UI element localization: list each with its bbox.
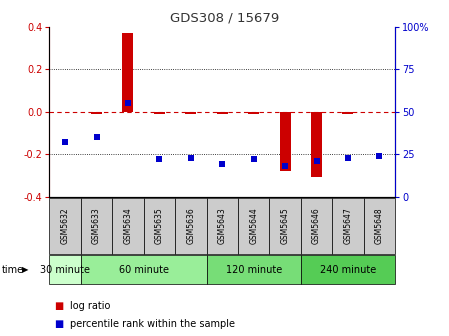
- Text: GSM5635: GSM5635: [155, 208, 164, 244]
- Bar: [175, 198, 207, 254]
- Bar: [154, 112, 165, 114]
- Text: percentile rank within the sample: percentile rank within the sample: [70, 319, 234, 329]
- Bar: [311, 112, 322, 177]
- Bar: [207, 255, 301, 284]
- Text: 120 minute: 120 minute: [225, 265, 282, 275]
- Bar: [185, 112, 196, 114]
- Bar: [301, 255, 395, 284]
- Text: time: time: [2, 265, 24, 275]
- Bar: [364, 198, 395, 254]
- Text: GSM5643: GSM5643: [218, 208, 227, 244]
- Bar: [248, 112, 259, 114]
- Text: GSM5648: GSM5648: [375, 208, 384, 244]
- Text: ▶: ▶: [22, 265, 28, 274]
- Bar: [269, 198, 301, 254]
- Text: GSM5633: GSM5633: [92, 208, 101, 244]
- Text: log ratio: log ratio: [70, 301, 110, 311]
- Text: ■: ■: [54, 319, 63, 329]
- Bar: [81, 255, 207, 284]
- Text: 60 minute: 60 minute: [119, 265, 169, 275]
- Bar: [144, 198, 175, 254]
- Bar: [301, 198, 332, 254]
- Text: GDS308 / 15679: GDS308 / 15679: [170, 12, 279, 25]
- Bar: [217, 112, 228, 114]
- Text: GSM5647: GSM5647: [343, 208, 352, 244]
- Text: GSM5645: GSM5645: [281, 208, 290, 244]
- Bar: [238, 198, 269, 254]
- Text: 30 minute: 30 minute: [40, 265, 90, 275]
- Text: GSM5644: GSM5644: [249, 208, 258, 244]
- Text: GSM5632: GSM5632: [61, 208, 70, 244]
- Bar: [112, 198, 144, 254]
- Bar: [91, 112, 102, 114]
- Bar: [207, 198, 238, 254]
- Bar: [81, 198, 112, 254]
- Bar: [123, 33, 133, 112]
- Text: GSM5634: GSM5634: [123, 208, 132, 244]
- Bar: [49, 198, 81, 254]
- Bar: [343, 112, 353, 114]
- Text: GSM5636: GSM5636: [186, 208, 195, 244]
- Bar: [332, 198, 364, 254]
- Bar: [280, 112, 291, 171]
- Text: GSM5646: GSM5646: [312, 208, 321, 244]
- Text: 240 minute: 240 minute: [320, 265, 376, 275]
- Text: ■: ■: [54, 301, 63, 311]
- Bar: [49, 255, 81, 284]
